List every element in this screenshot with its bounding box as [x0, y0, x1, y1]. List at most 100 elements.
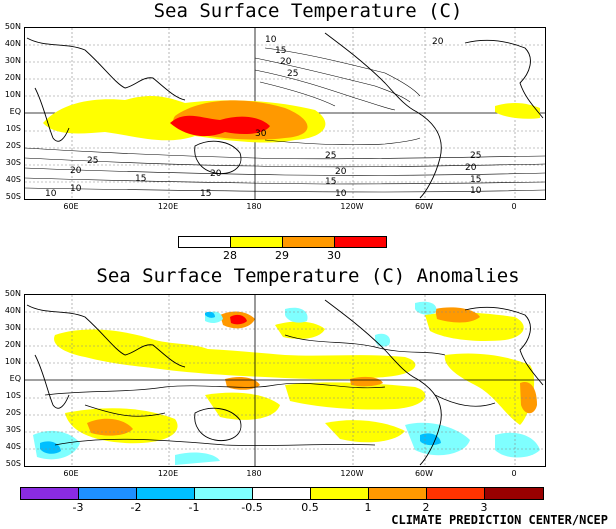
zero-anomaly-contours	[44, 334, 496, 446]
asia-coastline	[26, 37, 186, 101]
south-america-coastline	[416, 111, 442, 199]
latitude-tick-label: EQ	[9, 374, 21, 383]
longitude-tick-label: 120W	[340, 469, 364, 478]
contour-label: 15	[135, 174, 146, 184]
south-america-coastline	[416, 378, 442, 466]
colorbar-swatch-above-30	[334, 236, 387, 248]
longitude-tick-label: 120W	[340, 202, 364, 211]
contour-label: 25	[287, 69, 298, 79]
sst-28-region-atlantic	[495, 102, 540, 119]
contour-label: 15	[470, 175, 481, 185]
latitude-tick-label: 30N	[4, 323, 21, 332]
contour-label: 15	[275, 46, 286, 56]
sst-anomaly-map	[24, 294, 546, 467]
latitude-tick-label: 10N	[4, 357, 21, 366]
contour-label: 10	[265, 35, 277, 45]
colorbar-label: -1	[188, 501, 200, 514]
longitude-tick-label: 60W	[414, 469, 434, 478]
contour-label: 10	[335, 189, 347, 199]
latitude-tick-label: 40N	[4, 39, 21, 48]
sst-map-canvas: 10 15 20 25 25 20 15 10 30 25 20 15 10 2…	[25, 28, 545, 199]
longitude-tick-label: 120E	[157, 469, 179, 478]
colorbar-swatch-minus-0.5-0.5	[252, 487, 311, 500]
colorbar-label: 0.5	[301, 501, 319, 514]
contour-label: 10	[470, 186, 482, 196]
colorbar-swatch-1-2	[368, 487, 427, 500]
latitude-tick-label: 20S	[5, 408, 21, 417]
latitude-tick-label: 20S	[5, 141, 21, 150]
anomaly-2-3-regions	[230, 314, 247, 325]
contour-label: 20	[465, 163, 477, 173]
colorbar-label: 28	[223, 249, 237, 262]
latitude-tick-label: 30N	[4, 56, 21, 65]
contour-label: 10	[45, 189, 57, 199]
contour-label: 25	[87, 156, 98, 166]
credit-text: CLIMATE PREDICTION CENTER/NCEP	[391, 513, 608, 527]
contour-label: 20	[335, 167, 347, 177]
sst-map: 10 15 20 25 25 20 15 10 30 25 20 15 10 2…	[24, 27, 546, 200]
colorbar-label: 2	[422, 501, 430, 514]
contour-label: 15	[200, 189, 211, 199]
longitude-tick-label: 0	[511, 202, 517, 211]
contour-label: 10	[70, 184, 82, 194]
colorbar-label: 29	[275, 249, 289, 262]
contour-label: 25	[470, 151, 481, 161]
europe-africa-coastline	[464, 39, 544, 119]
colorbar-swatch-below-minus-3	[20, 487, 79, 500]
colorbar-swatch-minus-3-minus-2	[78, 487, 137, 500]
latitude-tick-label: 30S	[5, 425, 21, 434]
longitude-tick-label: 60W	[414, 202, 434, 211]
europe-africa-coastline	[464, 306, 544, 386]
colorbar-label: 3	[480, 501, 488, 514]
longitude-tick-label: 0	[511, 469, 517, 478]
colorbar-swatch-28-29	[230, 236, 283, 248]
latitude-tick-label: 50S	[5, 459, 21, 468]
longitude-tick-label: 120E	[157, 202, 179, 211]
latitude-tick-label: 40S	[5, 442, 21, 451]
colorbar-label: -0.5	[241, 501, 263, 514]
asia-coastline	[26, 304, 186, 368]
contour-label: 20	[70, 166, 82, 176]
isotherm-contours	[25, 47, 545, 193]
latitude-tick-label: 50N	[4, 289, 21, 298]
latitude-tick-label: 50S	[5, 192, 21, 201]
colorbar-label: -3	[72, 501, 84, 514]
colorbar-swatch-above-3	[484, 487, 544, 500]
north-america-coastline	[324, 299, 418, 380]
colorbar-swatch-minus-1-minus-0.5	[194, 487, 253, 500]
contour-label: 20	[280, 57, 292, 67]
colorbar-swatch-minus-2-minus-1	[136, 487, 195, 500]
latitude-tick-label: 50N	[4, 22, 21, 31]
latitude-tick-label: 20N	[4, 73, 21, 82]
contour-label: 15	[325, 177, 336, 187]
sst-map-title: Sea Surface Temperature (C)	[153, 0, 463, 22]
africa-coastline	[34, 354, 70, 409]
longitude-tick-label: 60E	[63, 469, 79, 478]
anomaly-0.5-1-regions	[54, 312, 535, 444]
australia-coastline	[194, 407, 242, 442]
anomaly-1-2-regions	[87, 307, 537, 436]
contour-label: 30	[255, 129, 267, 139]
colorbar-swatch-2-3	[426, 487, 485, 500]
africa-coastline	[34, 87, 70, 142]
longitude-tick-label: 180	[246, 202, 262, 211]
colorbar-swatch-below-28	[178, 236, 231, 248]
longitude-tick-label: 60E	[63, 202, 79, 211]
latitude-tick-label: 10S	[5, 124, 21, 133]
australia-coastline	[194, 140, 242, 175]
latitude-tick-label: 40S	[5, 175, 21, 184]
sst-30-region	[170, 115, 270, 137]
longitude-tick-label: 180	[246, 469, 262, 478]
contour-label: 20	[210, 169, 222, 179]
colorbar-label: 1	[364, 501, 372, 514]
colorbar-swatch-29-30	[282, 236, 335, 248]
sst-anomaly-map-title: Sea Surface Temperature (C) Anomalies	[96, 265, 520, 287]
contour-label: 25	[325, 151, 336, 161]
colorbar-label: 30	[327, 249, 341, 262]
colorbar-label: -2	[130, 501, 142, 514]
latitude-tick-label: 10N	[4, 90, 21, 99]
latitude-tick-label: 30S	[5, 158, 21, 167]
north-america-coastline	[324, 32, 418, 113]
colorbar-swatch-0.5-1	[310, 487, 369, 500]
latitude-tick-label: 10S	[5, 391, 21, 400]
